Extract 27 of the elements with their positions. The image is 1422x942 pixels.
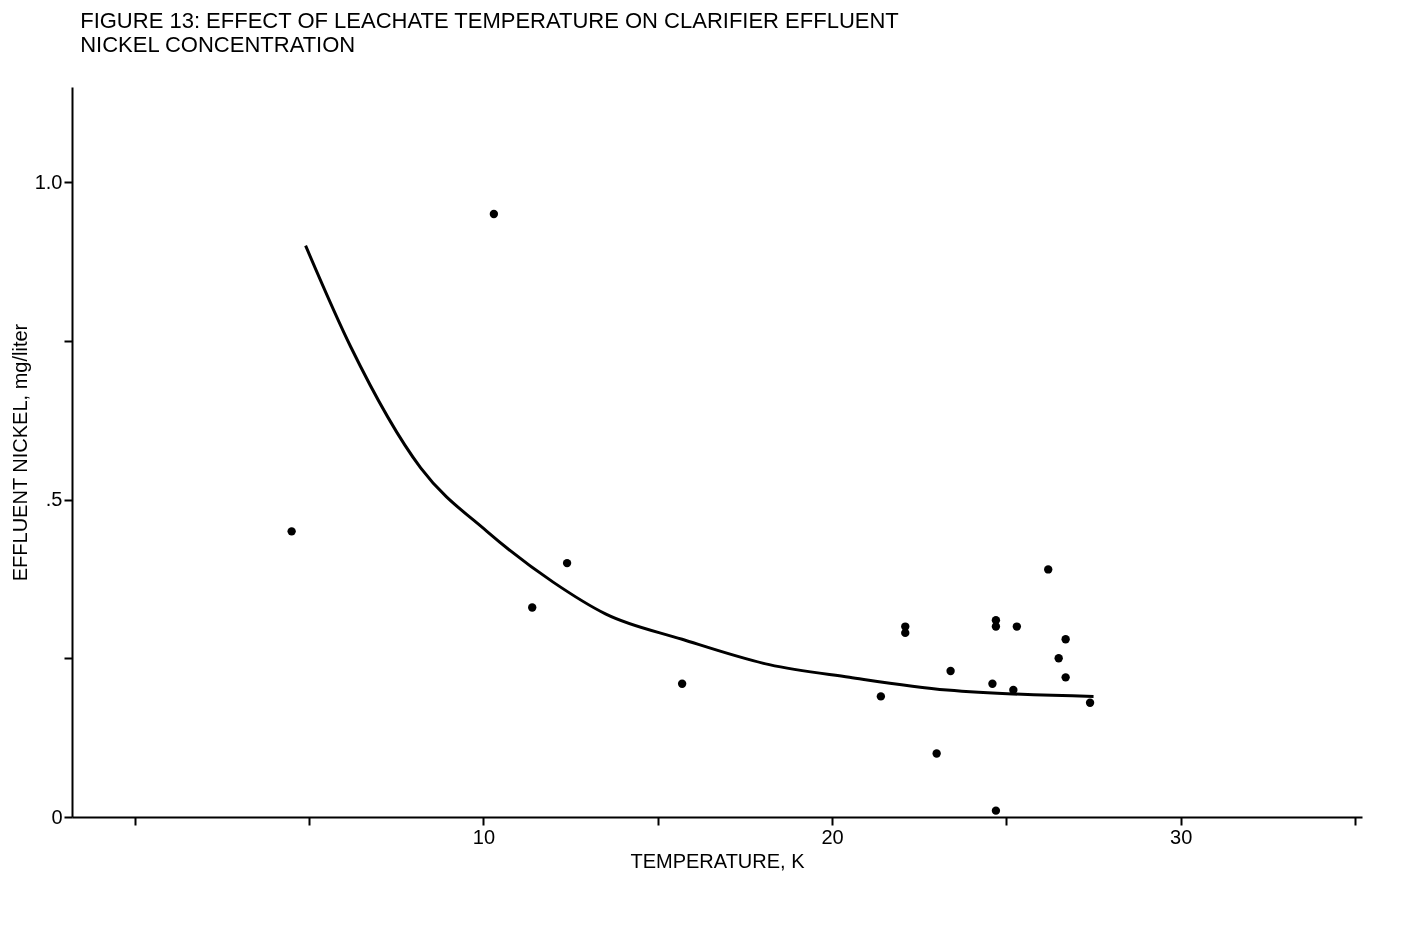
point [677,679,687,688]
x-tick-label: 30 [1170,825,1193,848]
point [1061,673,1070,682]
x-axis-title: TEMPERATURE, K [630,849,806,872]
point [901,628,910,638]
y-tick-label: .5 [45,488,63,511]
point [562,558,572,568]
point [1085,698,1095,707]
point [1044,565,1053,574]
point [528,603,537,612]
point [991,622,1001,631]
point [1054,654,1063,663]
y-axis-title: EFFLUENT NICKEL, mg/liter [8,323,31,582]
point [876,692,886,701]
point [287,527,296,536]
chart-title: FIGURE 13: EFFECT OF LEACHATE TEMPERATURE ON CLARIFIER EFFLUENT NICKEL CONCENTRATION [80,8,899,57]
point [991,806,1001,815]
point [932,749,941,758]
point [1012,622,1022,631]
x-tick-label: 20 [821,825,844,848]
y-tick-label: 0 [51,805,63,828]
point [489,209,499,219]
x-tick-label: 10 [472,825,496,848]
y-tick-label: 1.0 [34,170,63,193]
point [1061,635,1070,644]
point [946,666,955,676]
point [988,679,997,688]
